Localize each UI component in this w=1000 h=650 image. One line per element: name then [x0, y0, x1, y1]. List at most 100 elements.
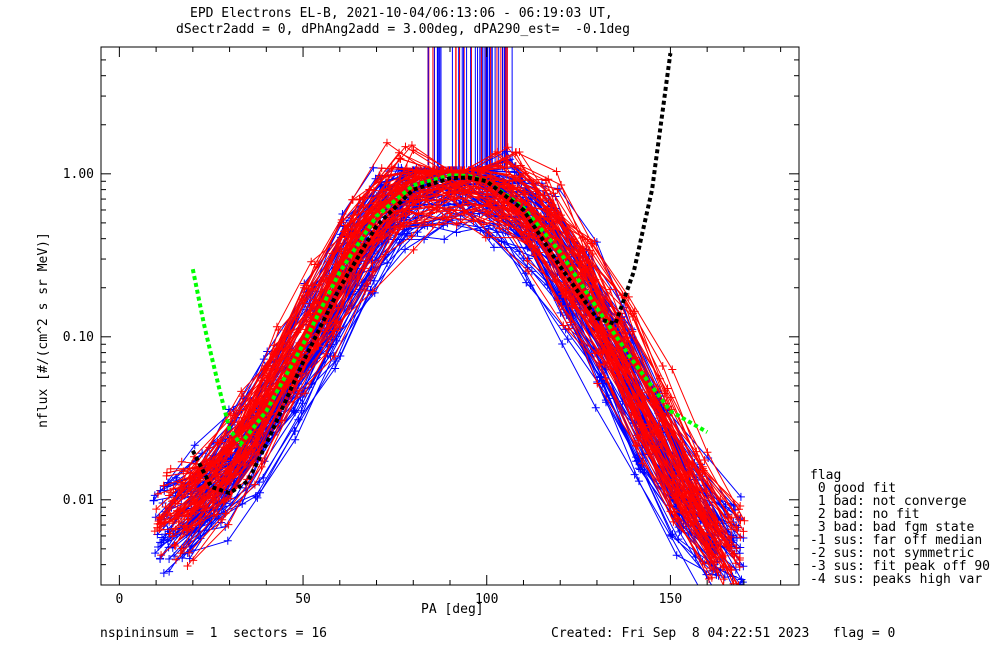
x-tick-label: 150	[659, 592, 682, 607]
data-point	[716, 538, 725, 547]
data-point	[420, 235, 429, 244]
series-line	[160, 195, 711, 569]
data-point	[171, 509, 180, 518]
data-point	[502, 147, 511, 156]
data-point	[698, 468, 707, 477]
data-point	[233, 464, 242, 473]
data-point	[651, 423, 660, 432]
data-point	[157, 538, 166, 547]
data-point	[704, 574, 713, 583]
data-point	[648, 445, 657, 454]
data-point	[360, 193, 369, 202]
series-line	[169, 177, 725, 580]
data-point	[153, 489, 162, 498]
data-point	[368, 259, 377, 268]
data-point	[452, 220, 461, 229]
data-point	[238, 392, 247, 401]
data-point	[159, 481, 168, 490]
x-tick-label: 0	[115, 592, 123, 607]
data-point	[409, 194, 418, 203]
data-point	[487, 171, 496, 180]
data-point	[179, 526, 188, 535]
series-line	[177, 169, 732, 530]
data-point	[405, 175, 414, 184]
data-point	[678, 441, 687, 450]
data-point	[668, 365, 677, 374]
data-point	[736, 501, 745, 510]
data-point	[596, 372, 605, 381]
data-point	[673, 499, 682, 508]
data-point	[736, 516, 745, 525]
footer-right: Created: Fri Sep 8 04:22:51 2023 flag = …	[551, 626, 896, 641]
data-point	[558, 340, 567, 349]
data-point	[634, 436, 643, 445]
data-point	[618, 323, 627, 332]
data-point	[660, 389, 669, 398]
data-point	[559, 321, 568, 330]
data-point	[332, 336, 341, 345]
data-point	[396, 218, 405, 227]
series-line	[172, 202, 723, 559]
data-point	[297, 295, 306, 304]
data-point	[272, 322, 281, 331]
data-point	[312, 298, 321, 307]
data-point	[481, 233, 490, 242]
data-point	[208, 498, 217, 507]
data-point	[577, 262, 586, 271]
data-point	[702, 597, 710, 605]
data-point	[734, 505, 743, 514]
data-point	[568, 302, 577, 311]
data-point	[401, 245, 410, 254]
series-line	[187, 191, 741, 559]
series-line	[177, 169, 731, 568]
data-point	[382, 172, 391, 181]
data-point	[716, 495, 725, 504]
data-point	[703, 448, 712, 457]
data-point	[504, 221, 513, 230]
data-point	[601, 375, 610, 384]
data-point	[594, 347, 603, 356]
data-point	[441, 215, 450, 224]
data-point	[435, 220, 444, 229]
data-point	[688, 460, 697, 469]
data-point	[166, 488, 175, 497]
data-point	[284, 381, 293, 390]
data-point	[185, 548, 194, 557]
data-point	[503, 143, 512, 152]
data-point	[224, 520, 233, 529]
data-point	[727, 533, 736, 542]
data-point	[162, 471, 171, 480]
data-point	[563, 335, 572, 344]
data-point	[540, 213, 549, 222]
data-point	[347, 224, 356, 233]
y-tick-label: 0.01	[63, 493, 94, 508]
data-point	[166, 511, 175, 520]
data-point	[168, 532, 177, 541]
data-point	[665, 501, 674, 510]
data-point	[426, 186, 435, 195]
data-point	[524, 267, 533, 276]
legend-entry: 0 good fit	[810, 481, 897, 496]
data-point	[161, 530, 170, 539]
data-point	[449, 195, 458, 204]
data-point	[736, 533, 745, 542]
data-point	[189, 498, 198, 507]
data-point	[156, 554, 165, 563]
data-point	[164, 543, 173, 552]
data-point	[177, 544, 186, 553]
data-point	[712, 558, 721, 567]
data-point	[421, 166, 430, 175]
data-point	[535, 215, 544, 224]
series-line	[170, 151, 716, 523]
data-point	[187, 475, 196, 484]
data-point	[329, 330, 338, 339]
data-point	[149, 496, 158, 505]
data-point	[652, 382, 661, 391]
data-point	[652, 402, 661, 411]
data-point	[512, 147, 521, 156]
chart-title: EPD Electrons EL-B, 2021-10-04/06:13:06 …	[190, 6, 613, 21]
data-point	[522, 278, 531, 287]
data-point	[157, 551, 166, 560]
data-point	[624, 292, 633, 301]
data-point	[681, 470, 690, 479]
